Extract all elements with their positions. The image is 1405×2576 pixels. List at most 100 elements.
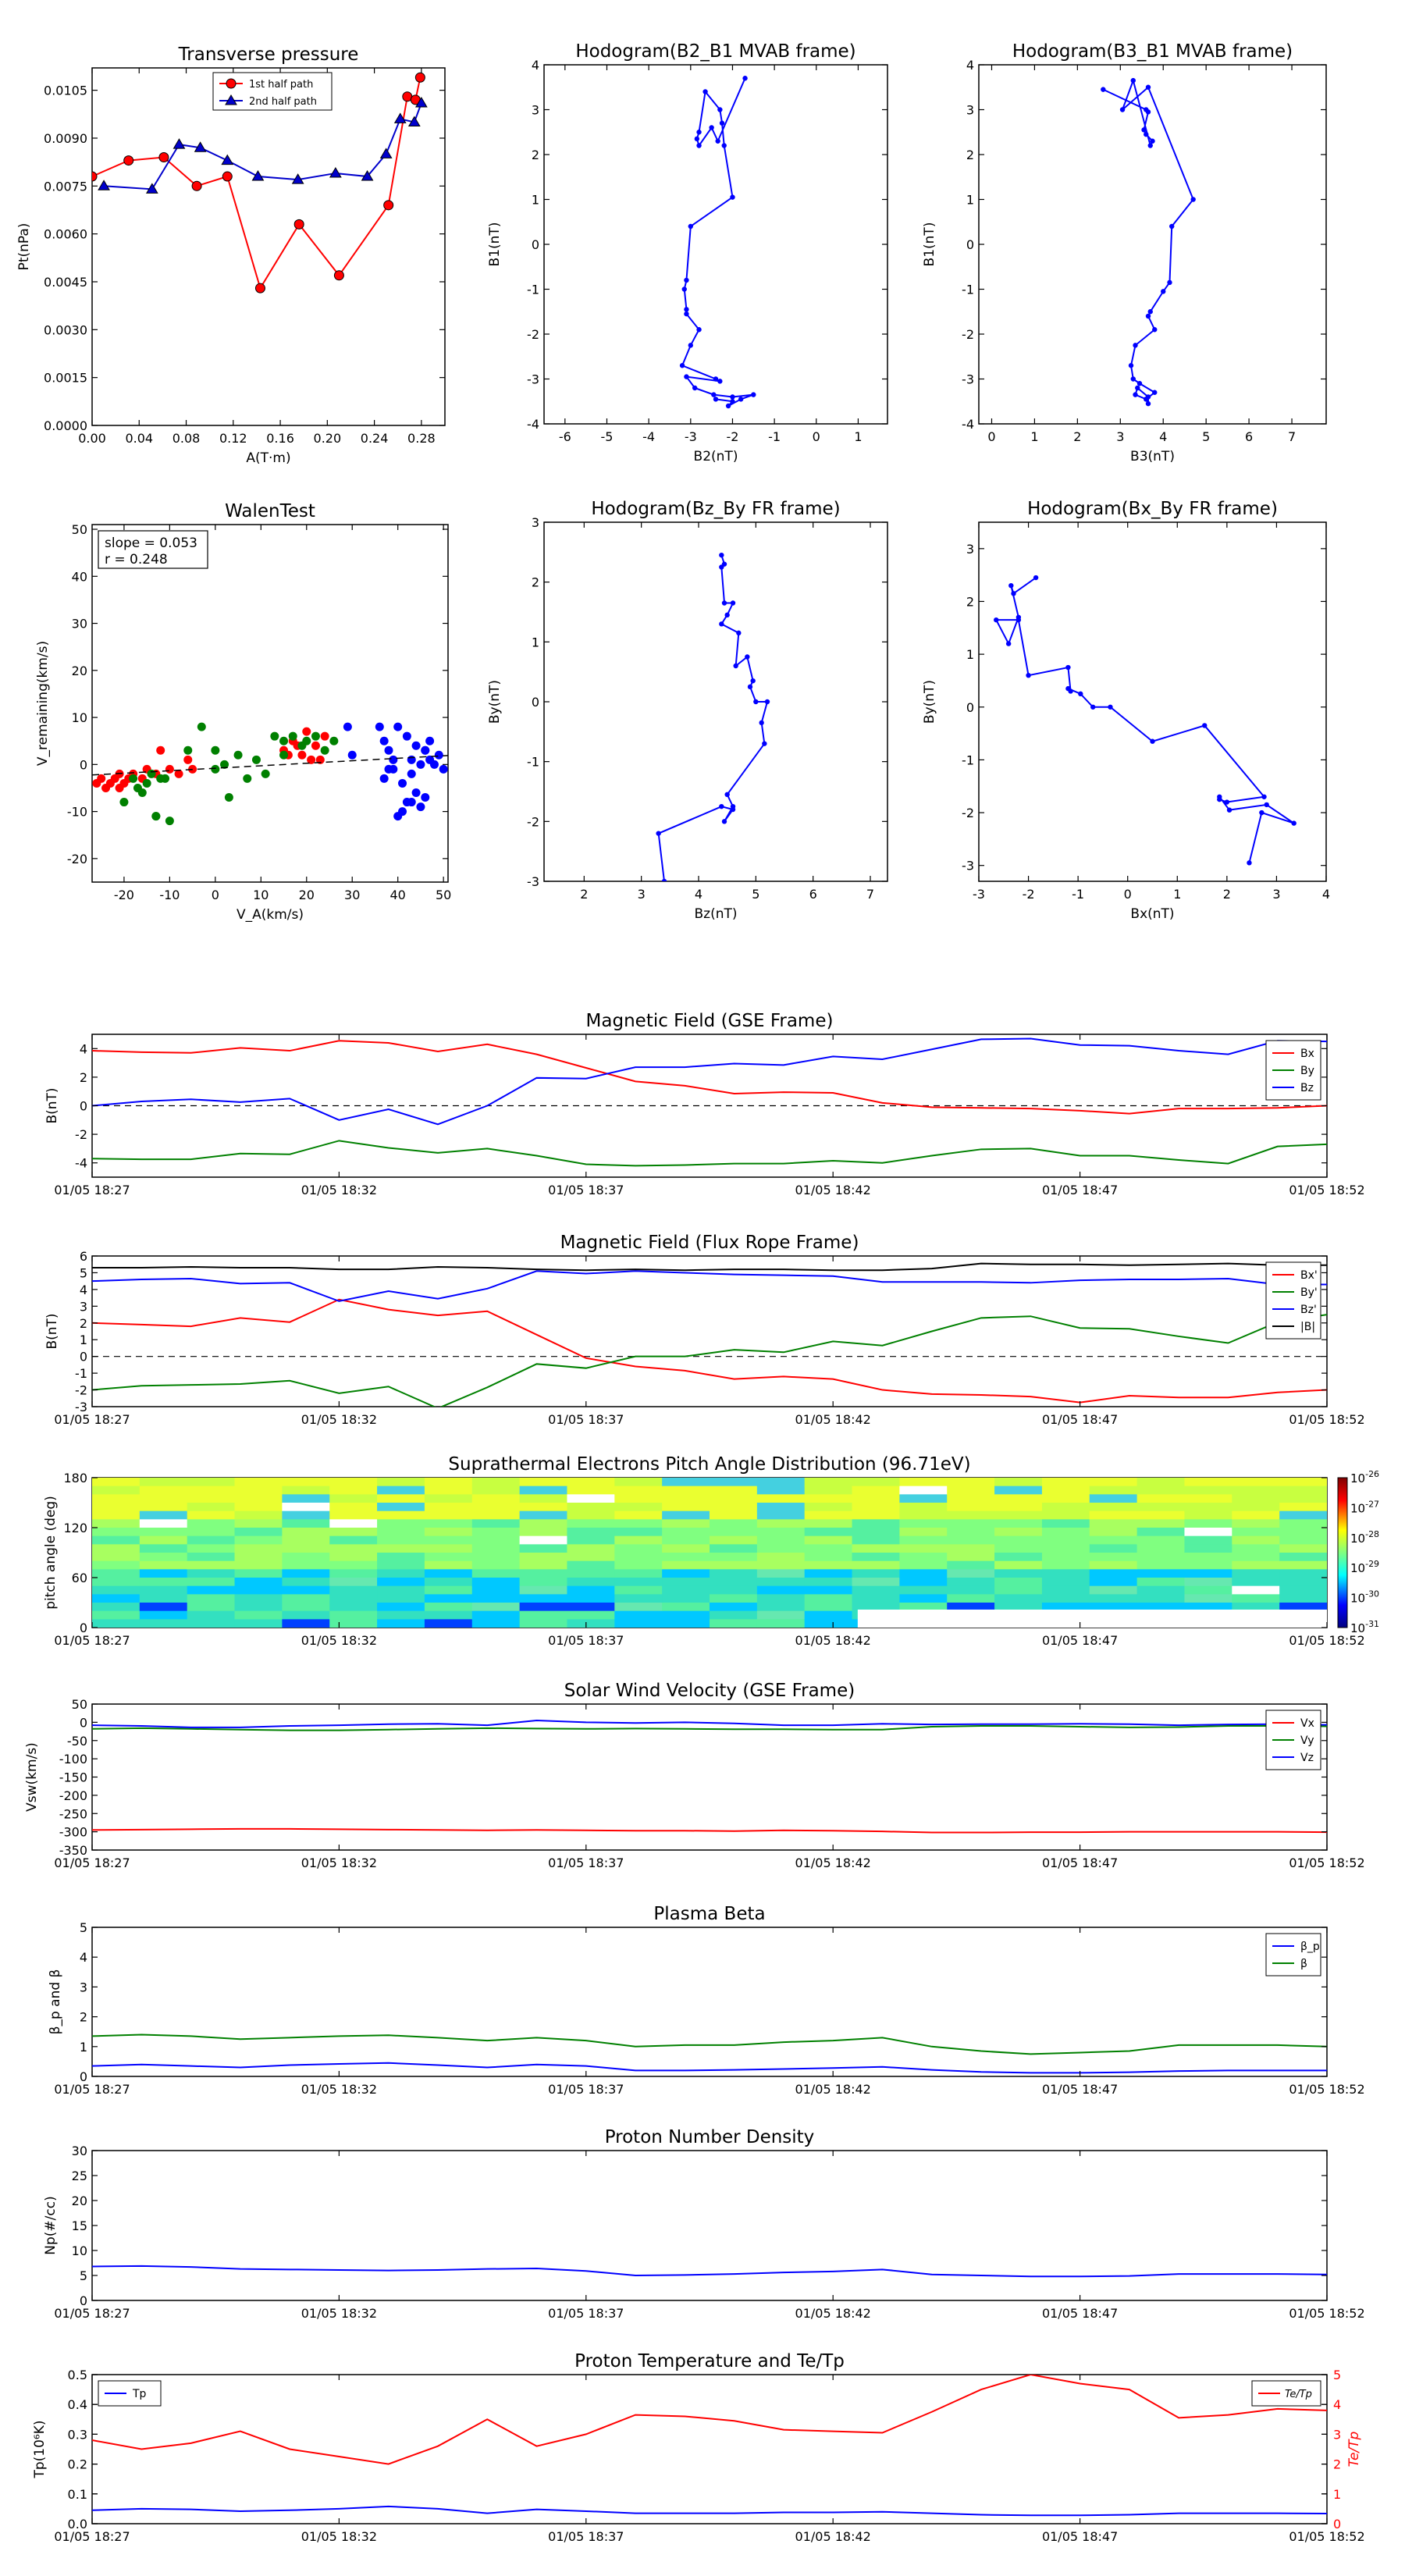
data-point [1065,685,1071,692]
heatmap-cell [567,1610,615,1620]
time-tick-label: 01/05 18:37 [548,2529,624,2544]
x-tick-label: 50 [436,888,451,902]
heatmap-cell [710,1494,758,1503]
y-tick-label: 3 [1333,2427,1341,2442]
heatmap-cell [804,1594,853,1603]
data-point [226,78,237,89]
heatmap-cell [567,1494,615,1503]
data-point [694,136,700,142]
heatmap-cell [947,1594,995,1603]
series-line-β [92,2033,1327,2055]
plot-area [92,2375,1327,2517]
y-tick-label: 1 [966,647,974,662]
heatmap-cell [804,1560,853,1570]
y-tick-label: 4 [80,1283,87,1297]
heatmap-cell [1184,1535,1232,1545]
legend-label: 1st half path [249,79,313,91]
heatmap-cell [187,1510,236,1520]
y-tick-label: 1 [532,193,539,208]
legend-label: Bx' [1300,1269,1318,1282]
legend-label: By' [1300,1286,1318,1299]
heatmap-cell [471,1603,521,1612]
heatmap-cell [756,1510,806,1520]
heatmap-cell [519,1610,568,1620]
plot-frame [978,64,1327,425]
annotation-box [98,530,208,569]
heatmap-cell [852,1485,900,1495]
heatmap-cell [1184,1478,1232,1487]
data-point [721,143,727,148]
y-tick-label: 2 [80,1070,87,1085]
heatmap-cell [519,1585,568,1595]
heatmap-cell [519,1578,568,1587]
heatmap-cell [1279,1569,1327,1578]
heatmap-cell [1279,1594,1327,1603]
x-tick-label: -1 [1072,887,1084,902]
y-tick-label: 1 [1333,2487,1341,2502]
heatmap-cell [471,1535,521,1545]
y-tick-label: 30 [72,2144,87,2158]
heatmap-cell [756,1485,806,1495]
time-tick-label: 01/05 18:32 [301,1633,377,1648]
heatmap-cell [424,1569,473,1578]
time-tick-label: 01/05 18:42 [795,1633,871,1648]
y-tick-label: 0.0060 [44,227,87,242]
heatmap-cell [1232,1603,1280,1612]
colorbar-base: 10 [1350,1561,1365,1575]
x-tick-label: 0.08 [173,431,201,446]
y-tick-label: 0.0 [68,2517,87,2532]
heatmap-cell [424,1610,473,1620]
heatmap-cell [804,1535,853,1545]
heatmap-cell [852,1494,900,1503]
data-point [688,223,694,229]
y-axis-label: B(nT) [44,1087,60,1123]
y-axis-label: β_p and β [48,1969,63,2035]
heatmap-cell [187,1619,236,1628]
heatmap-cell [234,1519,283,1528]
heatmap-cell [947,1553,995,1562]
time-tick-label: 01/05 18:32 [301,1183,377,1197]
annotation-text: r = 0.248 [105,552,168,568]
time-tick-label: 01/05 18:32 [301,1412,377,1427]
series-line-Bx' [92,1298,1327,1404]
heatmap-cell [424,1519,473,1528]
heatmap-cell [187,1569,236,1578]
y-tick-label: 3 [532,103,539,118]
heatmap-cell [1232,1553,1280,1562]
data-point [1101,87,1106,92]
series-line-Vz [92,1720,1327,1728]
heatmap-cell [614,1485,663,1495]
heatmap-cell [899,1569,948,1578]
heatmap-cell [329,1503,378,1512]
chart-title: WalenTest [225,501,315,521]
heatmap-cell [471,1560,521,1570]
data-point [302,727,311,736]
legend-label: Vy [1300,1735,1314,1747]
data-point [97,774,106,783]
heatmap-cell [710,1485,758,1495]
heatmap-cell [187,1603,236,1612]
heatmap-cell [994,1594,1043,1603]
x-tick-label: 1 [1173,887,1181,902]
x-tick-label: 0 [212,888,219,902]
heatmap-cell [139,1619,188,1628]
colorbar-base: 10 [1350,1532,1365,1546]
data-point [750,678,756,684]
data-point [343,722,352,731]
heatmap-cell [519,1560,568,1570]
heatmap-cell [234,1594,283,1603]
heatmap-cell [139,1585,188,1595]
data-point [713,397,719,402]
data-point [119,798,129,807]
heatmap-cell [377,1594,425,1603]
heatmap-cell [1089,1494,1138,1503]
heatmap-cell [329,1519,378,1528]
time-tick-label: 01/05 18:47 [1042,1412,1118,1427]
heatmap-cell [1089,1603,1138,1612]
heatmap-cell [1041,1510,1090,1520]
y-tick-label: 0 [532,695,539,710]
data-point [1152,327,1158,333]
data-point [307,755,316,764]
heatmap-cell [804,1519,853,1528]
heatmap-cell [329,1553,378,1562]
